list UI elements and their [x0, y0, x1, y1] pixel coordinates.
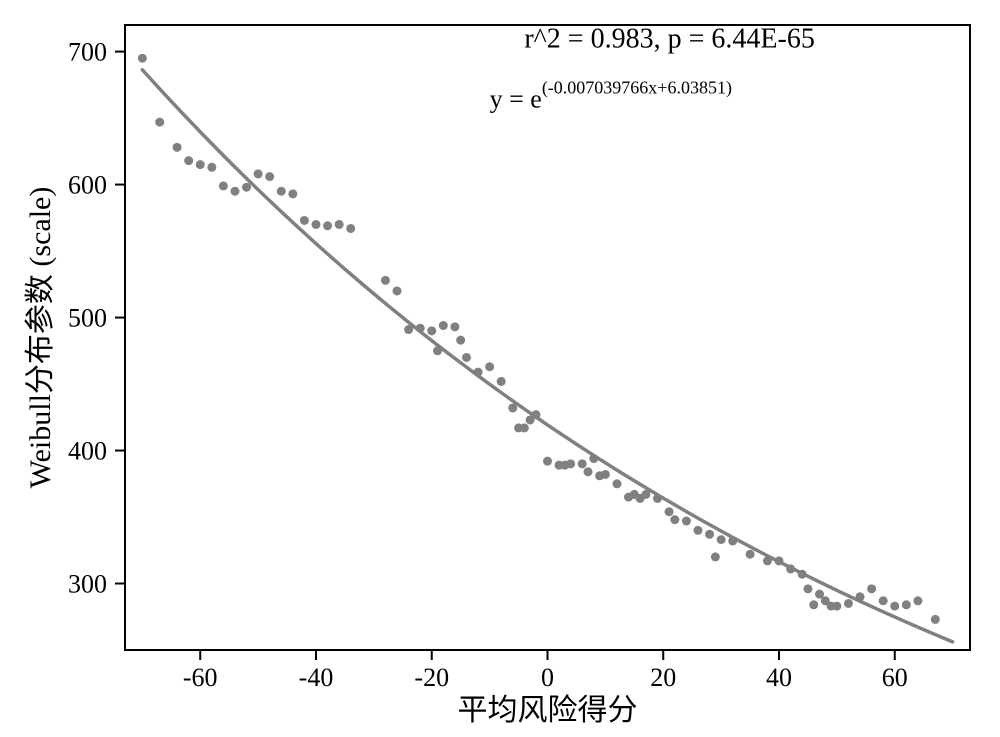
- data-point: [693, 526, 702, 535]
- data-point: [416, 324, 425, 333]
- data-point: [682, 517, 691, 526]
- data-point: [184, 156, 193, 165]
- data-point: [138, 54, 147, 63]
- data-point: [207, 163, 216, 172]
- data-point: [335, 220, 344, 229]
- data-point: [474, 368, 483, 377]
- y-axis-title: Weibull分布参数 (scale): [24, 187, 57, 489]
- data-point: [288, 189, 297, 198]
- data-point: [798, 570, 807, 579]
- data-point: [219, 181, 228, 190]
- data-point: [497, 377, 506, 386]
- data-point: [746, 550, 755, 559]
- data-point: [717, 535, 726, 544]
- data-point: [584, 467, 593, 476]
- y-tick-label: 400: [68, 437, 107, 466]
- eq-exponent: (-0.007039766x+6.03851): [542, 77, 732, 98]
- data-point: [711, 552, 720, 561]
- data-point: [665, 507, 674, 516]
- data-point: [393, 286, 402, 295]
- data-point: [450, 322, 459, 331]
- data-point: [196, 160, 205, 169]
- x-tick-label: 0: [541, 663, 554, 692]
- data-point: [931, 615, 940, 624]
- y-tick-label: 700: [68, 38, 107, 67]
- data-point: [856, 592, 865, 601]
- data-point: [456, 336, 465, 345]
- data-point: [173, 143, 182, 152]
- data-point: [653, 494, 662, 503]
- y-tick-label: 600: [68, 171, 107, 200]
- data-point: [242, 183, 251, 192]
- data-point: [879, 596, 888, 605]
- x-tick-label: 40: [766, 663, 792, 692]
- data-point: [641, 490, 650, 499]
- data-point: [155, 118, 164, 127]
- data-point: [531, 410, 540, 419]
- data-point: [254, 169, 263, 178]
- data-point: [832, 602, 841, 611]
- y-tick-label: 300: [68, 570, 107, 599]
- data-point: [265, 172, 274, 181]
- data-point: [902, 600, 911, 609]
- scatter-chart: -60 -40 -20 0 20 40 60 300 400 500 600 700 平均风险得分 Wei…: [0, 0, 1000, 737]
- data-point: [427, 326, 436, 335]
- data-point: [381, 276, 390, 285]
- data-point: [346, 224, 355, 233]
- data-point: [890, 602, 899, 611]
- x-tick-label: 60: [882, 663, 908, 692]
- data-point: [913, 596, 922, 605]
- data-point: [323, 221, 332, 230]
- data-point: [462, 353, 471, 362]
- data-point: [589, 454, 598, 463]
- data-point: [809, 600, 818, 609]
- x-axis-title: 平均风险得分: [458, 694, 638, 727]
- data-point: [508, 403, 517, 412]
- data-point: [775, 556, 784, 565]
- y-tick-label: 500: [68, 304, 107, 333]
- data-point: [578, 459, 587, 468]
- data-point: [612, 479, 621, 488]
- data-point: [543, 457, 552, 466]
- x-tick-label: -60: [183, 663, 218, 692]
- x-tick-label: -40: [299, 663, 334, 692]
- data-point: [867, 584, 876, 593]
- stats-annotation: r^2 = 0.983, p = 6.44E-65: [524, 24, 814, 55]
- data-point: [786, 564, 795, 573]
- data-point: [277, 187, 286, 196]
- data-point: [520, 423, 529, 432]
- data-point: [439, 321, 448, 330]
- data-point: [670, 515, 679, 524]
- data-point: [763, 556, 772, 565]
- data-point: [404, 325, 413, 334]
- data-point: [566, 459, 575, 468]
- chart-container: -60 -40 -20 0 20 40 60 300 400 500 600 700 平均风险得分 Wei…: [0, 0, 1000, 737]
- x-tick-label: 20: [650, 663, 676, 692]
- data-point: [300, 216, 309, 225]
- data-point: [705, 530, 714, 539]
- data-point: [601, 470, 610, 479]
- data-point: [230, 187, 239, 196]
- data-point: [844, 599, 853, 608]
- data-point: [433, 346, 442, 355]
- data-point: [485, 362, 494, 371]
- data-point: [311, 220, 320, 229]
- x-tick-label: -20: [414, 663, 449, 692]
- eq-prefix: y = e: [490, 84, 542, 113]
- data-point: [803, 584, 812, 593]
- data-point: [728, 536, 737, 545]
